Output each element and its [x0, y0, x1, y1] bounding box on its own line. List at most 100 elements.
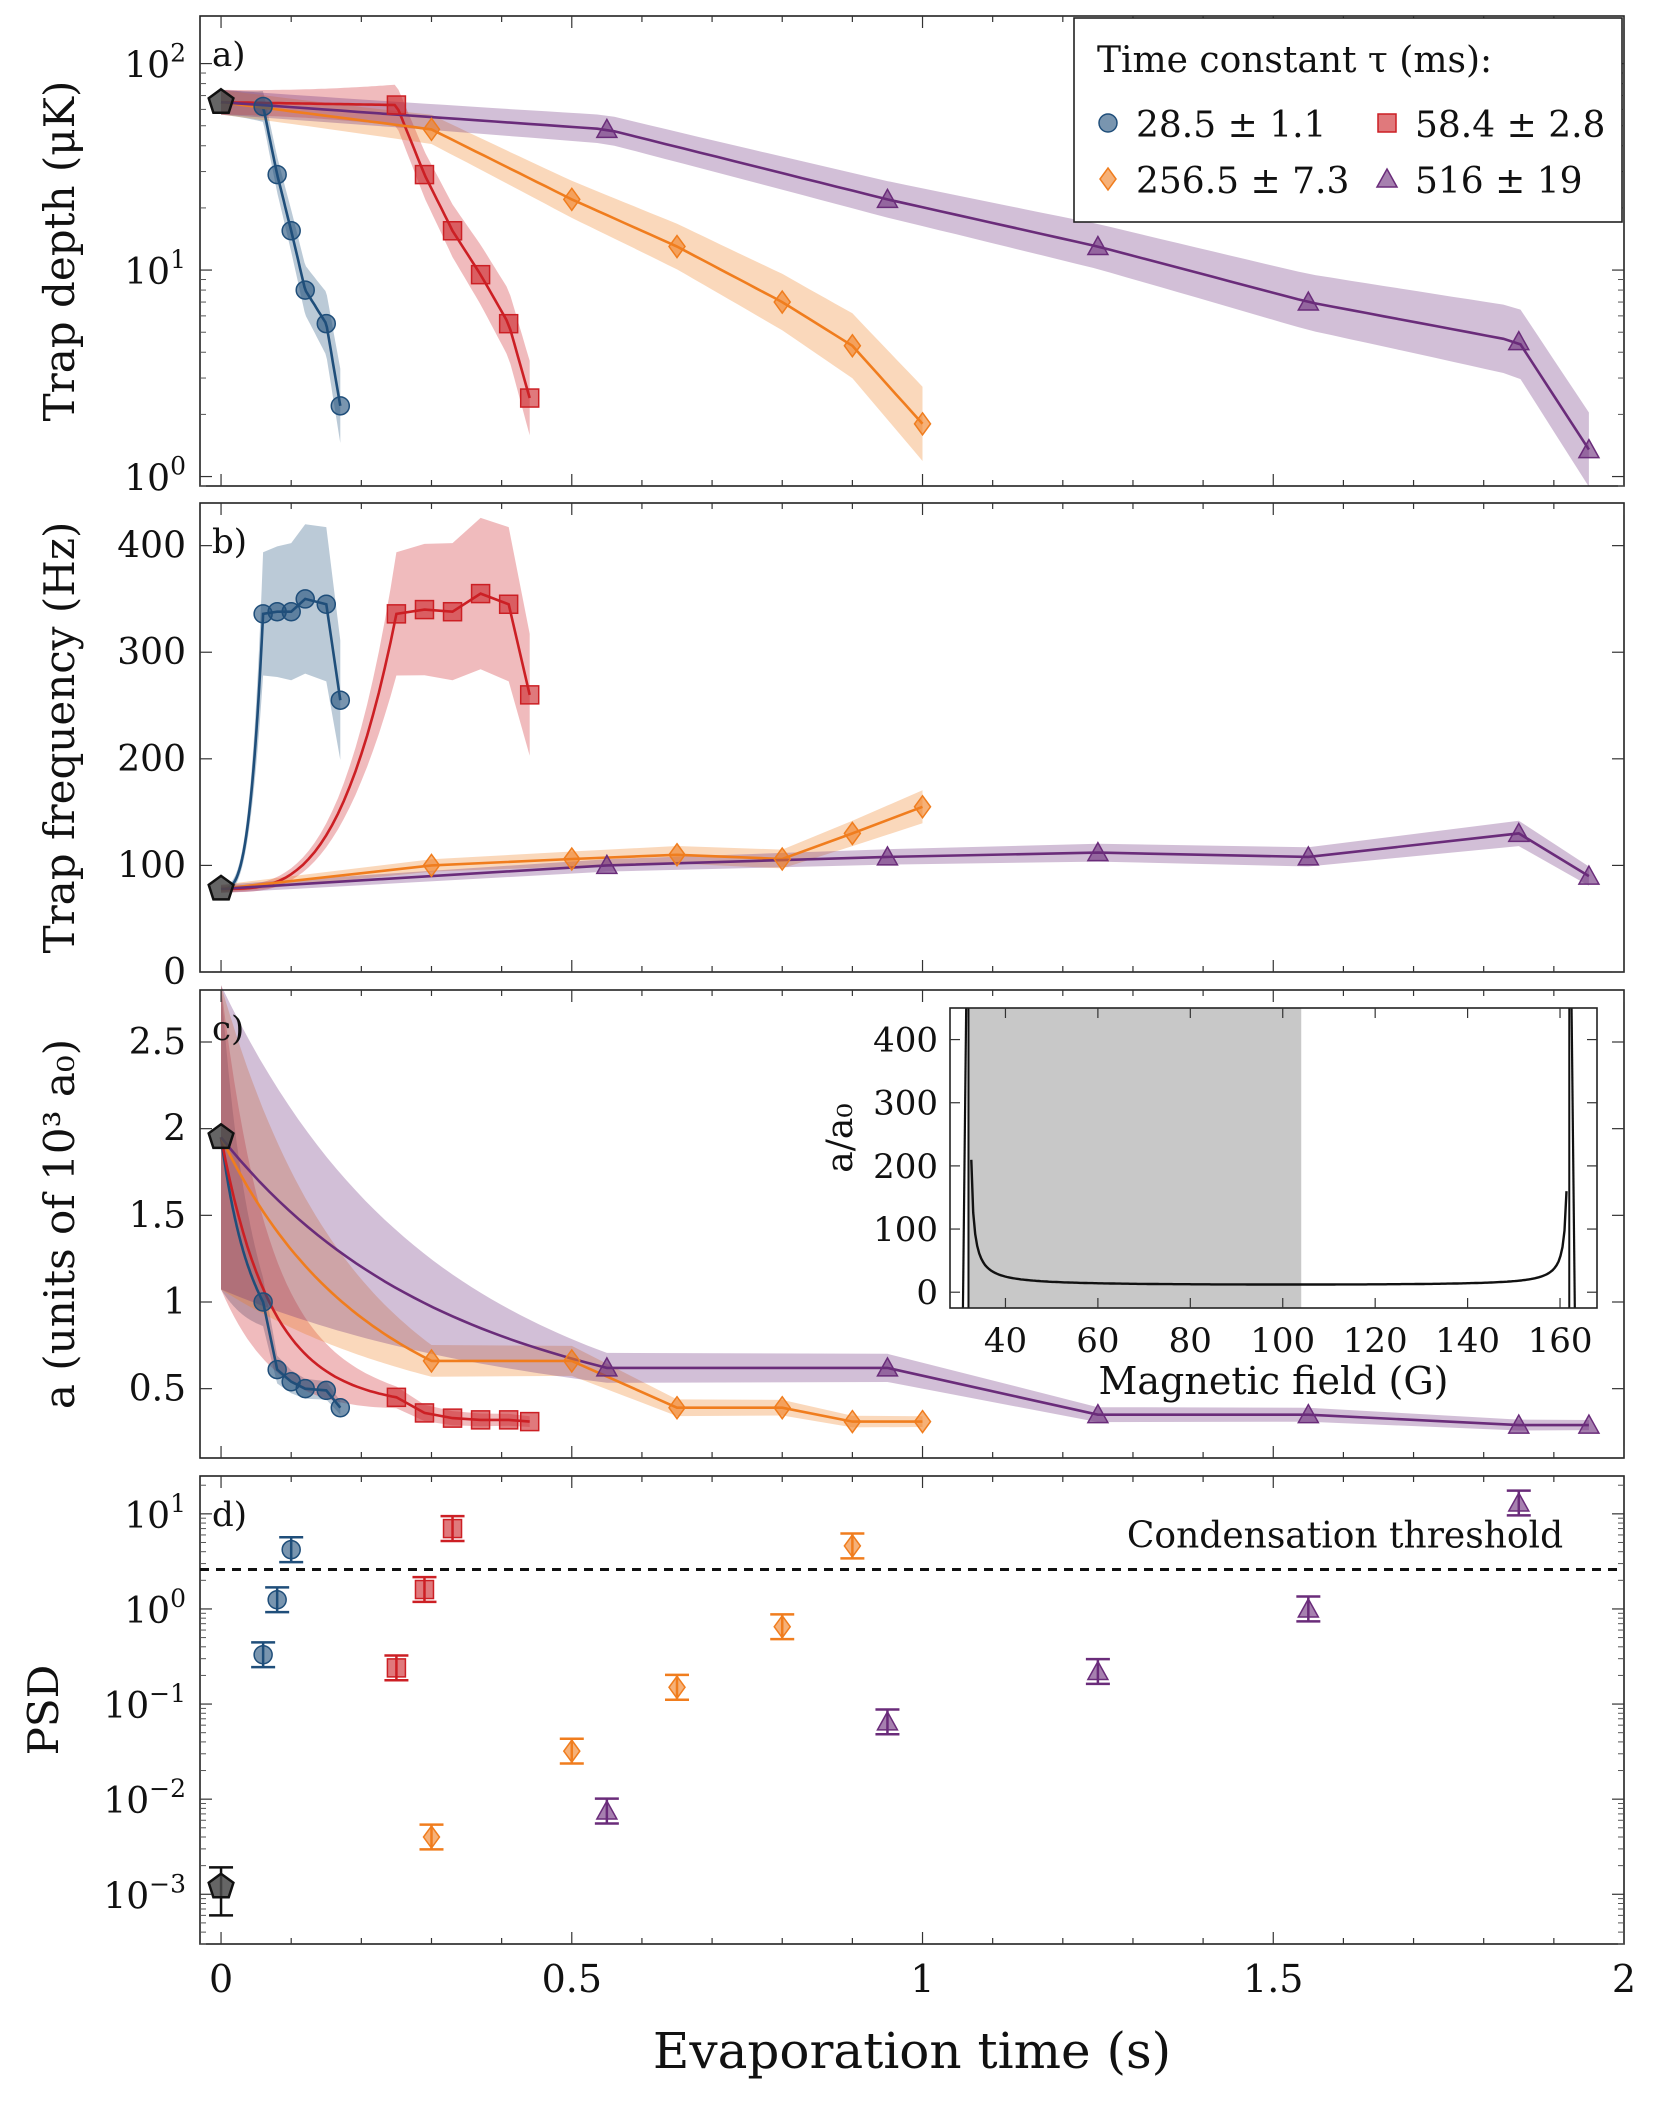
x-tick-label: 1.5 [1243, 1957, 1303, 2001]
panel-d-ylabel: PSD [19, 1665, 68, 1756]
panel-b-point [386, 604, 407, 624]
panel-c-point [253, 1292, 273, 1312]
panel-b-point [1507, 821, 1531, 843]
inset-shaded-range [968, 1008, 1302, 1308]
inset-y-tick-label: 400 [873, 1021, 938, 1061]
panel-c-ytick-label: 2 [163, 1109, 186, 1150]
panel-a-point [519, 388, 540, 408]
panel-c-point [386, 1387, 407, 1408]
panel-d-point [876, 1710, 899, 1731]
legend-marker-2 [1099, 166, 1117, 192]
panel-b-point [876, 845, 899, 866]
x-tick-label: 2 [1612, 1957, 1636, 2001]
condensation-threshold-label: Condensation threshold [1127, 1515, 1563, 1556]
panel-b-ylabel: Trap frequency (Hz) [35, 522, 84, 954]
legend-entry-3: 516 ± 19 [1415, 161, 1583, 202]
panel-a-initial-point [207, 87, 235, 114]
panel-c-fit-line-1 [219, 1137, 530, 1423]
panel-b-point [1297, 845, 1320, 866]
x-tick-label: 0 [209, 1957, 233, 2001]
panel-a-point [330, 396, 351, 416]
legend-box [1073, 17, 1623, 223]
panel-c-band-1 [221, 985, 530, 1427]
panel-c-point [1507, 1413, 1531, 1434]
panel-c-point [1086, 1403, 1110, 1424]
panel-b-point [330, 690, 351, 710]
inset-x-tick-label: 100 [1250, 1321, 1315, 1361]
panel-a-ytick-label: 101 [124, 245, 186, 293]
panel-a-point [422, 117, 441, 142]
panel-b-point [295, 589, 315, 609]
panel-a-band-0 [221, 89, 341, 444]
panel-d-point [1086, 1659, 1110, 1681]
panel-a-band-3 [221, 89, 1589, 487]
panel-a-ytick-label: 102 [124, 39, 186, 87]
panel-d-point [253, 1644, 273, 1665]
panel-c-ytick-label: 1 [163, 1282, 186, 1323]
inset-frame [949, 1007, 1598, 1309]
panel-c-frame [199, 989, 1625, 1459]
panel-b-ytick-label: 100 [117, 845, 186, 886]
panel-a-point [562, 187, 581, 212]
panel-b-point [519, 685, 540, 705]
panel-c-point [1297, 1403, 1320, 1424]
panel-d-point [773, 1614, 792, 1640]
panel-c-point [595, 1356, 619, 1377]
inset-x-tick-label: 160 [1528, 1321, 1593, 1361]
x-axis-label: Evaporation time (s) [653, 2022, 1171, 2080]
inset-y-tick-label: 0 [916, 1273, 938, 1313]
panel-a-ylabel: Trap depth (μK) [35, 81, 84, 422]
legend-entry-0: 28.5 ± 1.1 [1136, 105, 1326, 146]
panel-d-ytick-label: 100 [124, 1584, 186, 1632]
panel-c-ylabel: a (units of 10³ a₀) [35, 1039, 84, 1409]
inset-x-tick-label: 140 [1435, 1321, 1500, 1361]
panel-d-point [1507, 1491, 1531, 1512]
panel-b-initial-point [207, 874, 235, 901]
panel-b-point [562, 846, 581, 872]
panel-a-fit-line-3 [220, 100, 1590, 451]
inset-x-tick-label: 120 [1343, 1321, 1408, 1361]
legend: Time constant τ (ms): 28.5 ± 1.1 58.4 ± 2.… [1073, 17, 1623, 223]
panel-d-frame [199, 1475, 1625, 1945]
panel-a-point [843, 333, 862, 359]
panel-b-ytick-label: 0 [163, 952, 186, 993]
panel-d-ytick-label: 101 [124, 1489, 186, 1537]
panel-b-band-2 [221, 790, 923, 893]
panel-d-initial-point [207, 1872, 235, 1899]
panel-c-point [267, 1359, 287, 1380]
panel-a-point [442, 221, 463, 241]
panel-d-point [562, 1738, 581, 1764]
panel-b-point [668, 842, 686, 868]
inset-plot: 40 60 80 100 120 140 160 0 100 200 300 400 Magnetic … [820, 1007, 1598, 1403]
panel-b-frame [199, 502, 1625, 973]
panel-a-fit-line-2 [220, 100, 924, 425]
panel-b-point [595, 853, 619, 875]
inset-x-tick-label: 40 [984, 1321, 1027, 1361]
panel-a-point [498, 313, 519, 334]
panel-c-ytick-label: 0.5 [129, 1369, 186, 1410]
legend-marker-0 [1098, 113, 1118, 133]
legend-entry-1: 58.4 ± 2.8 [1415, 105, 1605, 146]
x-tick-label: 1 [910, 1957, 934, 2001]
panel-b-point [281, 601, 301, 622]
panel-d-point [281, 1539, 301, 1560]
panel-c-point [843, 1409, 862, 1434]
panel-b-ytick-label: 300 [117, 632, 186, 673]
panel-a-ytick-label: 100 [124, 452, 186, 500]
data-markers [207, 87, 1601, 1917]
panel-c-point [442, 1408, 463, 1428]
panel-c-point [470, 1410, 491, 1430]
panel-c-point [330, 1397, 351, 1418]
panel-c-fit-line-2 [219, 1136, 923, 1423]
panel-d-point [442, 1518, 463, 1539]
panel-d-tag: d) [212, 1495, 247, 1535]
inset-branch-right [1570, 1007, 1576, 1309]
inset-y-tick-label: 300 [873, 1084, 938, 1124]
panel-a-point [1297, 290, 1320, 311]
panel-c-point [773, 1395, 792, 1421]
panel-a-point [1086, 234, 1110, 256]
panel-a-point [470, 264, 491, 285]
panel-a-tag: a) [212, 35, 246, 75]
panel-b-ytick-label: 200 [117, 739, 186, 780]
